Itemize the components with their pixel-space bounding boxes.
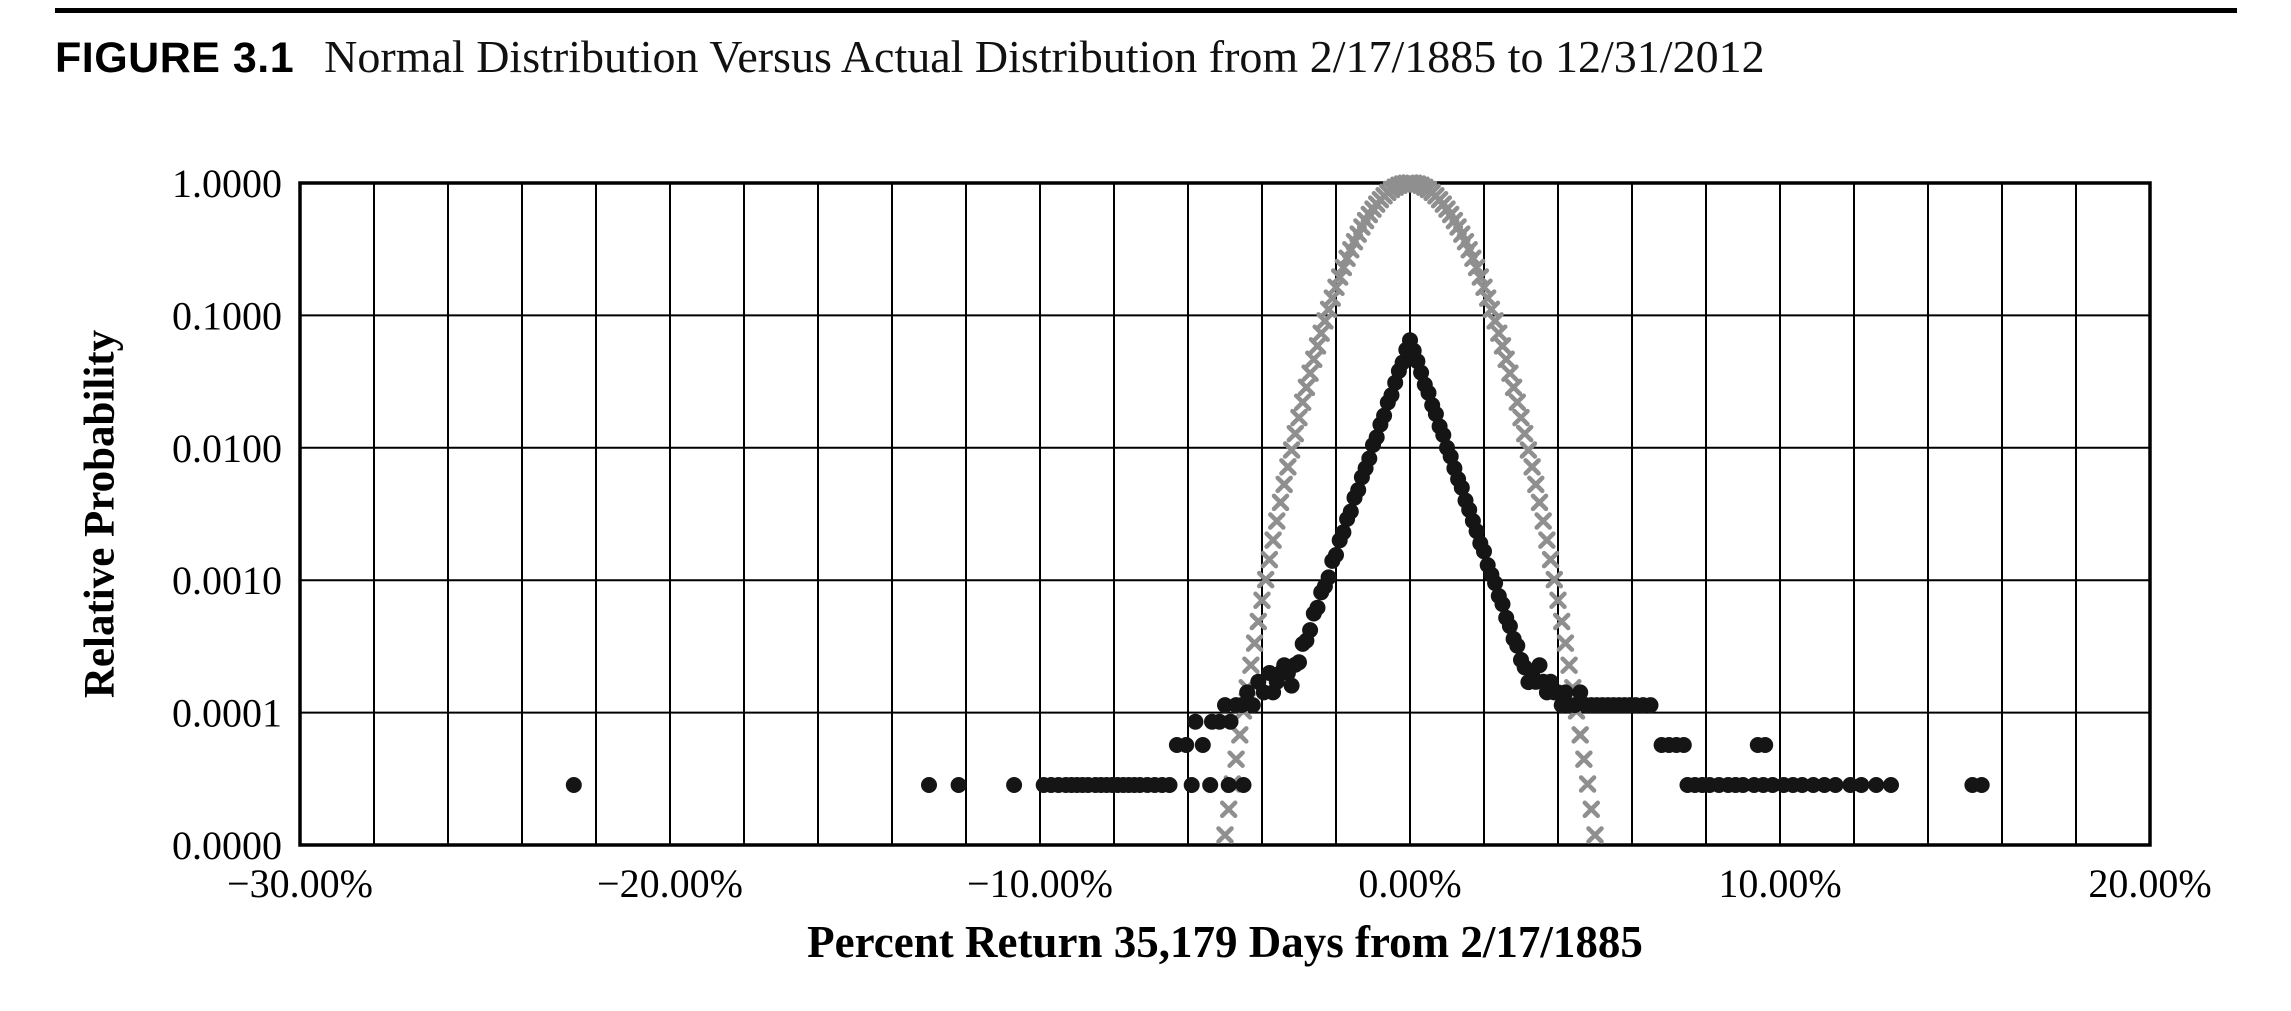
actual-point: [1006, 777, 1023, 793]
actual-point: [1853, 777, 1870, 793]
actual-point: [1383, 387, 1400, 404]
y-tick-label: 1.0000: [172, 161, 282, 206]
actual-point: [1220, 777, 1237, 793]
y-tick-label: 0.0100: [172, 426, 282, 471]
actual-point: [921, 777, 937, 793]
actual-point: [1973, 777, 1990, 793]
actual-point: [1427, 406, 1444, 422]
actual-point: [1735, 777, 1751, 793]
actual-point: [950, 777, 967, 793]
actual-point: [1320, 569, 1337, 586]
actual-point: [1239, 684, 1256, 701]
actual-point: [565, 777, 582, 793]
actual-point: [1883, 777, 1899, 793]
actual-point: [1805, 777, 1822, 793]
actual-point: [1233, 697, 1250, 714]
x-tick-label: 20.00%: [2088, 861, 2211, 906]
actual-point: [1350, 482, 1367, 498]
actual-point: [1531, 657, 1548, 674]
actual-point: [1161, 777, 1178, 793]
actual-point: [1453, 479, 1470, 496]
x-tick-label: −30.00%: [227, 861, 373, 906]
actual-point: [1291, 654, 1307, 671]
x-tick-label: 10.00%: [1718, 861, 1841, 906]
actual-point: [1509, 637, 1526, 654]
actual-point: [1420, 384, 1437, 401]
actual-point: [1376, 407, 1393, 424]
plot-border: [298, 181, 2152, 847]
actual-point: [1217, 697, 1233, 714]
actual-point: [1183, 777, 1200, 793]
figure-caption: FIGURE 3.1 Normal Distribution Versus Act…: [55, 28, 2265, 97]
actual-point: [1202, 777, 1219, 793]
y-tick-label: 0.0010: [172, 558, 282, 603]
actual-point: [1328, 547, 1344, 563]
actual-point: [1178, 737, 1195, 753]
actual-point: [1335, 524, 1352, 541]
actual-point: [1342, 503, 1359, 520]
actual-point: [1394, 354, 1411, 371]
actual-point: [1211, 713, 1228, 730]
actual-point: [1222, 713, 1239, 730]
actual-point: [1413, 364, 1430, 381]
actual-point: [1501, 618, 1518, 635]
actual-point: [1468, 523, 1485, 540]
actual-point: [1309, 599, 1326, 616]
x-axis-title: Percent Return 35,179 Days from 2/17/188…: [807, 917, 1643, 967]
series-actual: [565, 332, 1990, 793]
actual-point: [1557, 684, 1574, 701]
actual-point: [1361, 450, 1378, 467]
actual-point: [1302, 622, 1319, 639]
normal-curve-markers: [1216, 174, 1604, 844]
actual-point: [1283, 677, 1300, 694]
gridlines: [299, 182, 2151, 846]
actual-point: [1827, 777, 1844, 793]
actual-point: [1842, 777, 1859, 793]
y-tick-labels: 1.0000 0.1000 0.0100 0.0010 0.0001 0.0000: [172, 161, 282, 868]
actual-point: [1675, 737, 1692, 753]
actual-point: [1572, 684, 1589, 701]
actual-point: [1757, 737, 1774, 753]
actual-point: [1764, 777, 1781, 793]
figure-title: Normal Distribution Versus Actual Distri…: [324, 31, 1765, 82]
actual-point: [1794, 777, 1811, 793]
y-tick-label: 0.0000: [172, 823, 282, 868]
actual-point: [1494, 596, 1511, 613]
actual-point: [1435, 427, 1452, 443]
y-tick-label: 0.1000: [172, 293, 282, 338]
actual-point: [1235, 777, 1252, 793]
y-tick-label: 0.0001: [172, 691, 282, 736]
actual-point: [1244, 697, 1261, 714]
actual-point: [1816, 777, 1833, 793]
figure-label: FIGURE 3.1: [55, 34, 295, 82]
actual-point: [1487, 575, 1504, 592]
series-normal: [1216, 174, 1604, 844]
title-rule: [55, 8, 2237, 13]
x-tick-label: −20.00%: [597, 861, 743, 906]
actual-point: [1476, 543, 1492, 560]
actual-point: [1642, 697, 1659, 714]
actual-point: [1368, 429, 1385, 446]
actual-point: [1868, 777, 1885, 793]
x-tick-labels: −30.00% −20.00% −10.00% 0.00% 10.00% 20.00%: [227, 861, 2212, 906]
actual-point: [1566, 697, 1583, 714]
actual-point: [1187, 713, 1204, 730]
actual-point: [1194, 737, 1211, 753]
x-tick-label: −10.00%: [967, 861, 1113, 906]
x-tick-label: 0.00%: [1358, 861, 1461, 906]
